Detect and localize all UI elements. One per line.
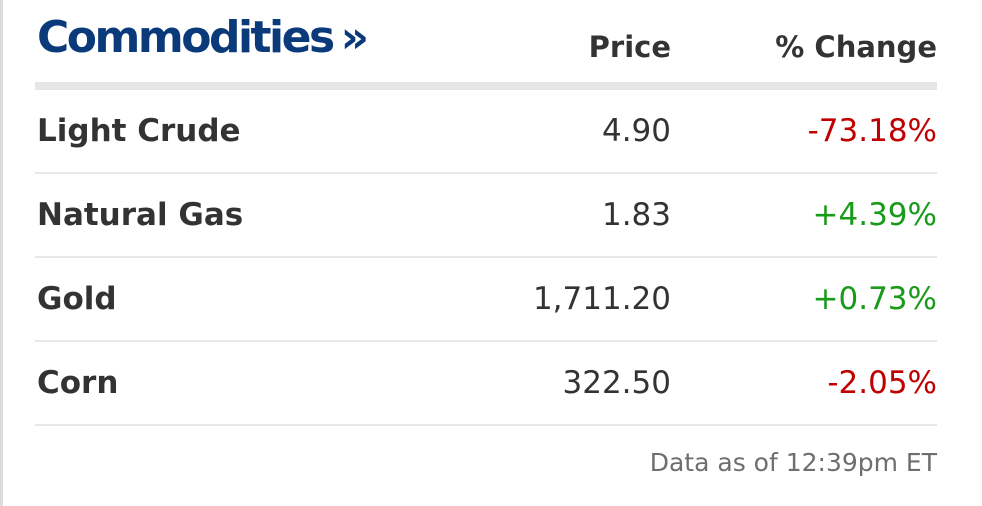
commodity-price: 1,711.20 — [532, 281, 671, 317]
commodity-name: Corn — [37, 365, 119, 401]
price-column-header: Price — [588, 30, 671, 64]
commodity-name: Gold — [37, 281, 117, 317]
double-chevron-right-icon: » — [340, 12, 370, 63]
commodity-change: +0.73% — [812, 281, 937, 317]
commodity-change: -73.18% — [807, 113, 937, 149]
table-row[interactable]: Light Crude 4.90 -73.18% — [35, 90, 937, 174]
commodities-widget: Commodities» Price % Change Light Crude … — [35, 0, 937, 502]
commodity-change: -2.05% — [827, 365, 937, 401]
widget-header: Commodities» Price % Change — [35, 0, 937, 82]
widget-footer: Data as of 12:39pm ET — [35, 426, 937, 502]
table-row[interactable]: Corn 322.50 -2.05% — [35, 342, 937, 426]
table-row[interactable]: Gold 1,711.20 +0.73% — [35, 258, 937, 342]
commodity-name: Natural Gas — [37, 197, 244, 233]
table-row[interactable]: Natural Gas 1.83 +4.39% — [35, 174, 937, 258]
header-divider — [35, 82, 937, 90]
commodity-name: Light Crude — [37, 113, 241, 149]
change-column-header: % Change — [775, 30, 937, 64]
commodities-title-link[interactable]: Commodities» — [37, 12, 369, 64]
data-timestamp: Data as of 12:39pm ET — [649, 448, 937, 477]
title-text: Commodities — [37, 12, 335, 63]
commodity-change: +4.39% — [812, 197, 937, 233]
commodity-price: 1.83 — [601, 197, 671, 233]
commodity-price: 4.90 — [601, 113, 671, 149]
commodity-price: 322.50 — [562, 365, 671, 401]
